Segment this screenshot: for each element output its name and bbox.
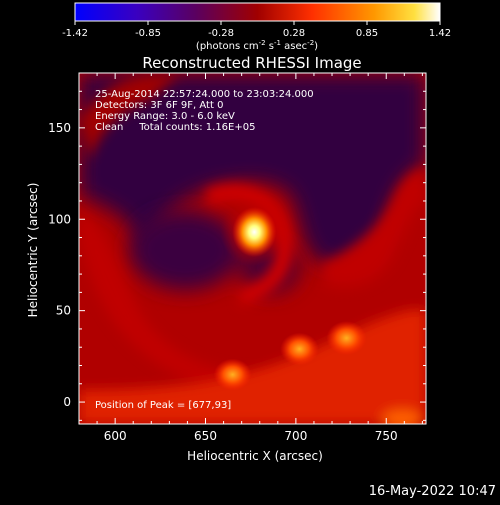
colorbar-tick-label: -1.42 xyxy=(62,28,88,39)
info-block: 25-Aug-2014 22:57:24.000 to 23:03:24.000… xyxy=(95,89,314,133)
y-axis-label: Heliocentric Y (arcsec) xyxy=(26,183,40,318)
colorbar-gradient xyxy=(74,2,441,22)
secondary-source xyxy=(280,332,319,366)
footer-timestamp: 16-May-2022 10:47 xyxy=(369,484,496,499)
info-line-energy: Energy Range: 3.0 - 6.0 keV xyxy=(95,111,235,122)
heatmap-image xyxy=(79,73,426,424)
colorbar: -1.42 -0.85 -0.28 0.28 0.85 1.42 (photons cm-… xyxy=(62,2,451,52)
upper-left-arm xyxy=(79,73,180,160)
colorbar-tick-label: 0.28 xyxy=(283,28,305,39)
x-tick-label: 700 xyxy=(284,429,307,443)
dark-region xyxy=(79,73,426,270)
colorbar-ticks: -1.42 -0.85 -0.28 0.28 0.85 1.42 xyxy=(62,21,451,39)
y-tick-label: 100 xyxy=(48,212,71,226)
colorbar-tick-label: -0.28 xyxy=(208,28,234,39)
plot-frame xyxy=(78,72,427,425)
x-axis: 600 650 700 750 xyxy=(78,73,423,443)
peak-position-label: Position of Peak = [677,93] xyxy=(95,400,231,411)
info-line-counts: Clean Total counts: 1.16E+05 xyxy=(95,122,255,133)
info-line-time: 25-Aug-2014 22:57:24.000 to 23:03:24.000 xyxy=(95,89,314,100)
x-tick-label: 750 xyxy=(375,429,398,443)
colorbar-tick-label: -0.85 xyxy=(135,28,161,39)
peak-source xyxy=(232,207,277,258)
x-tick-label: 600 xyxy=(104,429,127,443)
colorbar-tick-label: 1.42 xyxy=(429,28,451,39)
colorbar-units-label: (photons cm-2 s-1 asec-2) xyxy=(196,39,318,52)
secondary-source xyxy=(213,358,252,391)
x-tick-label: 650 xyxy=(194,429,217,443)
secondary-source xyxy=(326,321,367,356)
sources xyxy=(213,198,367,391)
y-tick-label: 150 xyxy=(48,121,71,135)
y-axis: 0 50 100 150 xyxy=(48,72,426,421)
y-tick-label: 50 xyxy=(56,304,71,318)
chart-title: Reconstructed RHESSI Image xyxy=(142,54,361,72)
y-tick-label: 0 xyxy=(63,395,71,409)
x-axis-label: Heliocentric X (arcsec) xyxy=(187,449,323,463)
colorbar-tick-label: 0.85 xyxy=(356,28,378,39)
info-line-detectors: Detectors: 3F 6F 9F, Att 0 xyxy=(95,100,223,111)
